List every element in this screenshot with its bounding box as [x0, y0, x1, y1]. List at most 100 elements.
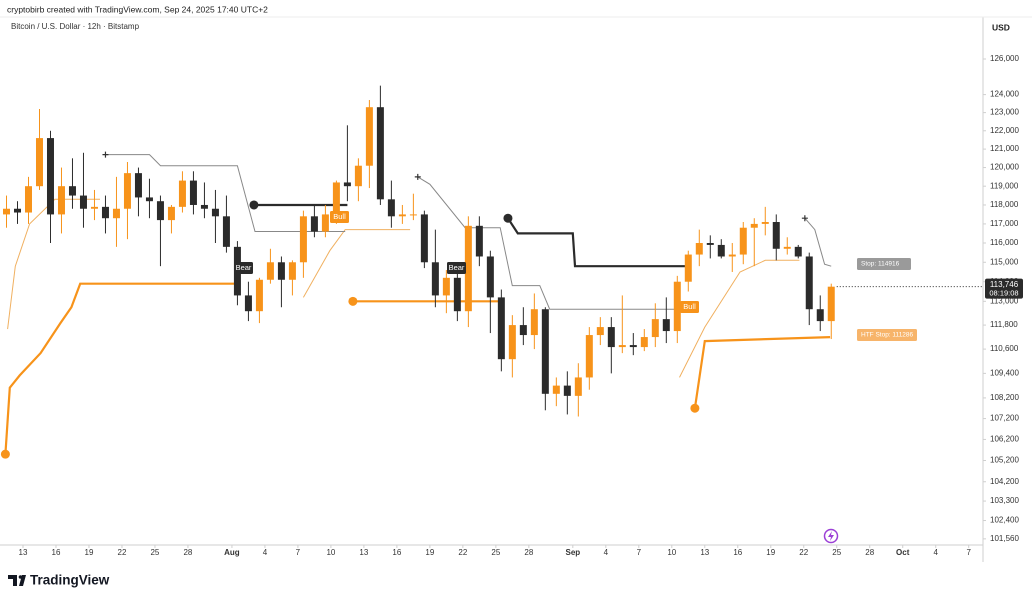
candle-body: [530, 309, 538, 336]
x-tick-label: 28: [183, 548, 192, 557]
candle-body: [728, 254, 736, 257]
countdown: 08:19:08: [989, 289, 1018, 298]
x-tick-label: 19: [85, 548, 94, 557]
candle-body: [596, 327, 604, 336]
candle-body: [706, 243, 714, 245]
signal-text: Bear: [449, 263, 465, 272]
x-tick-label: 13: [19, 548, 28, 557]
candle-body: [189, 180, 197, 205]
line-start-cross: [414, 173, 421, 180]
y-tick-label: 113,000: [990, 296, 1019, 305]
candle-body: [651, 319, 659, 338]
candle-body: [475, 225, 483, 257]
x-tick-label: 16: [392, 548, 401, 557]
candle-body: [57, 186, 65, 215]
y-tick-label: 104,200: [990, 477, 1019, 486]
candle-body: [497, 297, 505, 360]
y-tick-label: 111,800: [990, 320, 1018, 329]
line-start-dot: [690, 403, 700, 413]
y-tick-label: 123,000: [990, 108, 1019, 117]
stop-text: Stop: 114916: [861, 261, 900, 268]
indicator-lines: [0, 151, 832, 459]
candle-body: [222, 216, 230, 247]
candle-body: [35, 138, 43, 187]
logo-dot: [18, 575, 23, 579]
x-tick-label: 22: [799, 548, 808, 557]
candle-body: [750, 223, 758, 228]
candle-body: [321, 214, 329, 232]
y-tick-label: 117,000: [990, 219, 1019, 228]
currency-label[interactable]: USD: [992, 22, 1010, 32]
y-tick-label: 101,560: [990, 534, 1019, 543]
candle-body: [585, 335, 593, 378]
indicator-line: [105, 154, 832, 310]
y-tick-label: 120,000: [990, 163, 1019, 172]
candle-body: [365, 107, 373, 166]
x-tick-label: 16: [733, 548, 742, 557]
y-tick-label: 107,200: [990, 414, 1019, 423]
last-price-box: [985, 278, 1023, 299]
signal-text: Bear: [236, 263, 252, 272]
candle-body: [255, 279, 263, 312]
candle-body: [607, 327, 615, 348]
stop-box: [857, 329, 917, 341]
candle-body: [673, 281, 681, 332]
candle-body: [420, 214, 428, 263]
stop-box: [857, 258, 911, 270]
signal-label: Bull: [680, 301, 699, 313]
candle-body: [431, 262, 439, 296]
candle-body: [376, 107, 384, 200]
candle-body: [211, 208, 219, 217]
icon-bolt: [828, 531, 834, 541]
candle-body: [464, 225, 472, 312]
candle-body: [145, 197, 153, 202]
x-tick-label: 25: [150, 548, 159, 557]
candle-body: [442, 277, 450, 296]
candle-body: [112, 208, 120, 219]
signal-text: Bull: [683, 302, 696, 311]
candle-body: [310, 216, 318, 232]
signal-box: [330, 211, 349, 223]
lightning-icon[interactable]: [823, 528, 839, 544]
line-start-dot: [503, 213, 513, 223]
signal-text: Bull: [333, 212, 346, 221]
signal-box: [234, 262, 253, 274]
candle-body: [662, 319, 670, 332]
x-tick-label: 4: [263, 548, 268, 557]
y-tick-label: 106,200: [990, 435, 1019, 444]
candle-body: [343, 182, 351, 187]
x-tick-label: 7: [296, 548, 301, 557]
y-tick-label: 105,200: [990, 456, 1019, 465]
credit: cryptobirb created with TradingView.com,…: [7, 4, 268, 14]
line-start-dot: [348, 296, 358, 306]
line-start-cross: [801, 215, 808, 222]
logo-text: TradingView: [30, 573, 110, 588]
y-tick-label: 121,000: [990, 144, 1019, 153]
tradingview-logo[interactable]: TradingView: [8, 573, 110, 588]
y-tick-label: 110,600: [990, 344, 1019, 353]
x-tick-label: 25: [491, 548, 500, 557]
signal-label: Bear: [234, 262, 253, 274]
candle-body: [805, 256, 813, 310]
x-tick-label: 22: [118, 548, 127, 557]
candle-body: [398, 214, 406, 217]
candle-body: [684, 254, 692, 282]
candle-body: [101, 206, 109, 219]
indicator-line: [4, 282, 831, 455]
candle-body: [629, 345, 637, 348]
candle-body: [695, 243, 703, 255]
candle-body: [541, 309, 549, 394]
symbol-title: Bitcoin / U.S. Dollar · 12h · Bitstamp: [11, 22, 140, 31]
x-tick-label: 13: [700, 548, 709, 557]
candle-body: [783, 246, 791, 249]
candle-body: [178, 180, 186, 207]
x-tick-label: 25: [832, 548, 841, 557]
candle-body: [134, 173, 142, 198]
icon-ring: [823, 528, 839, 544]
line-start-cross: [102, 151, 109, 158]
last-price-label: 113,746: [990, 280, 1019, 289]
signal-box: [447, 262, 466, 274]
x-tick-label: 19: [425, 548, 434, 557]
